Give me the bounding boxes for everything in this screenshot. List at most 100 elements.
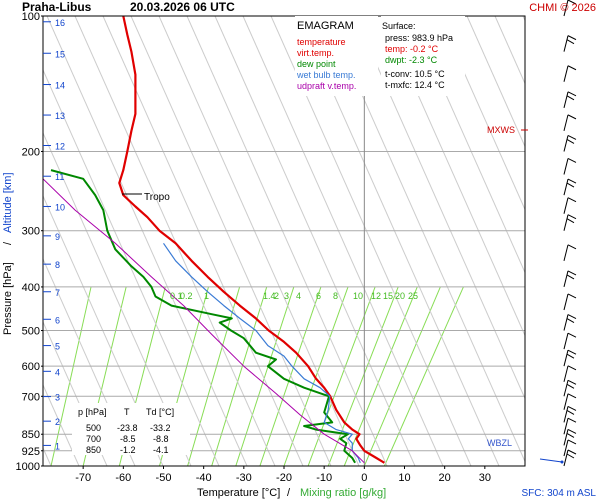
dry-adiabat-line [43,194,164,466]
pressure-tick-label: 925 [22,446,40,458]
wind-barb-staff [563,270,569,288]
wind-barb-flag [567,293,577,299]
pressure-tick-label: 850 [22,429,40,441]
altitude-tick-label: 15 [55,49,65,59]
x-tick-label: 20 [439,472,451,484]
series-udpraft-v-temp [43,178,365,464]
wind-barb-flag [567,244,577,250]
wind-barb-flag [566,318,575,323]
legend-item-updraft: udpraft v.temp. [297,81,356,91]
dry-adiabat-line [214,16,416,466]
surface-title: Surface: [382,21,416,31]
mixing-ratio-line [327,286,399,466]
dry-adiabat-line [0,16,23,466]
x-axis-label-sep: / [287,487,291,499]
altitude-tick-label: 6 [55,315,60,325]
mixing-ratio-label: 15 [383,291,393,301]
mixing-ratio-label: 1.4 [263,291,276,301]
wind-barb-staff [563,314,569,331]
dry-adiabat-line [438,16,525,211]
surface-temp: temp: -0.2 °C [385,44,439,54]
wind-barb-staff [563,158,569,175]
x-tick-label: 0 [361,472,367,484]
wind-barb-staff [563,393,569,410]
mixing-ratio-label: 0.1 [170,291,183,301]
wind-barb-staff [563,178,569,196]
wind-barb-staff [563,244,569,261]
wind-barb-staff [563,214,569,231]
altitude-tick-label: 10 [55,202,65,212]
wind-barb-staff [563,197,569,214]
table-cell: -1.2 [120,445,136,455]
dry-adiabat-line [74,16,276,466]
pressure-tick-label: 600 [22,361,40,373]
dry-adiabat-line [242,16,444,466]
table-header-td: Td [°C] [146,407,174,417]
surface-height-label: SFC: 304 m ASL [522,488,597,499]
wind-barb-staff [563,293,569,311]
credit-text: CHMI © 2026 [529,2,596,14]
wind-barb-staff [563,429,569,446]
dry-adiabat-line [43,257,136,466]
legend-item-temperature: temperature [297,37,346,47]
wind-barb-flag [567,379,577,385]
wind-barb-flag [567,214,577,220]
altitude-tick-label: 3 [55,393,60,403]
mixing-ratio-label: 4 [296,291,301,301]
mixing-ratio-label: 2 [274,291,279,301]
wbzl-label: WBZL [487,438,512,448]
wind-barb-staff [563,114,569,131]
mixing-ratio-label: 12 [371,291,381,301]
mixing-ratio-label: 8 [333,291,338,301]
wind-barb-staff [563,406,569,423]
mixing-ratio-label: 20 [395,291,405,301]
table-cell: -4.1 [153,445,169,455]
wind-barb-flag [567,365,577,371]
x-tick-label: -30 [236,472,252,484]
dry-adiabat-line [466,16,525,148]
wind-barb-flag [567,439,577,445]
dry-adiabat-line [186,16,388,466]
altitude-tick-label: 1 [55,441,60,451]
mixing-ratio-line [187,286,241,466]
x-tick-label: -60 [115,472,131,484]
table-cell: 850 [86,445,101,455]
legend-title: EMAGRAM [297,20,354,32]
wind-barb-flag [567,91,577,97]
x-axis-label-temp: Temperature [°C] [197,487,280,499]
pressure-tick-label: 500 [22,326,40,338]
pressure-tick-label: 300 [22,226,40,238]
labels: 0.10.2 1 1.42 3 4 6 8 10 12 15 20 25 [170,291,418,301]
wind-barb-staff [563,91,569,108]
wind-barb-staff [563,380,569,397]
pressure-tick-label: 200 [22,146,40,158]
wind-barb-flag [566,218,575,224]
mixing-ratio-label: 1 [204,291,209,301]
wind-barb-flag [567,405,577,411]
dry-adiabat-line [43,320,108,466]
surface-tmxfc: t-mxfc: 12.4 °C [385,80,445,90]
mixing-ratio-line [50,286,92,466]
wind-barb-flag [567,417,577,423]
altitude-tick-label: 14 [55,81,65,91]
wind-barb-flag [566,409,575,415]
wind-barb-flag [567,349,577,355]
wind-barb-flag [567,197,577,203]
series-wet-bulb-temp [163,242,361,464]
series-temperature [118,16,385,464]
level-table: p [hPa] T Td [°C] 500 -23.8 -33.2 700 -8… [72,403,190,455]
altitude-tick-label: 5 [55,342,60,352]
y-axis-label-sep: / [2,241,14,245]
table-cell: -8.8 [153,434,169,444]
mixing-ratio-line [363,286,441,466]
altitude-tick-label: 11 [55,172,64,182]
pressure-tick-label: 400 [22,282,40,294]
altitude-tick-label: 4 [55,367,60,377]
table-cell: -8.5 [120,434,136,444]
dry-adiabat-line [130,16,332,466]
wind-barb-flag [567,0,577,5]
legend-item-dew-point: dew point [297,59,336,69]
table-header-t: T [124,407,130,417]
legend: EMAGRAM temperature virt.temp. dew point… [295,16,378,96]
wind-barb-flag [567,314,577,319]
